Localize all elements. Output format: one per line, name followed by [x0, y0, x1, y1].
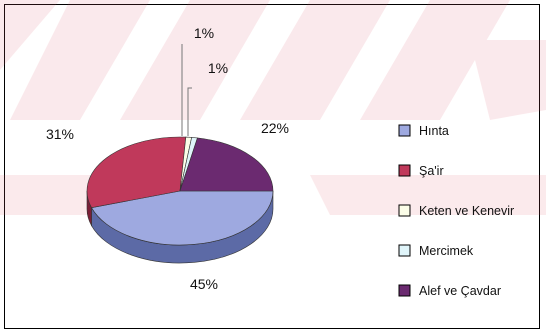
legend-swatch — [398, 284, 411, 297]
legend-item-alef-ve-avdar: Alef ve Çavdar — [398, 284, 501, 298]
data-label: 31% — [46, 126, 74, 142]
legend-item-a-ir: Şa'ir — [398, 164, 444, 178]
data-labels: 45% 31% 1% 1% 22% — [46, 25, 289, 292]
data-label: 45% — [190, 276, 218, 292]
legend-swatch — [398, 124, 411, 137]
chart-frame — [4, 4, 540, 329]
legend-item-keten-ve-kenevir: Keten ve Kenevir — [398, 204, 514, 218]
data-label: 1% — [194, 25, 214, 41]
pie-slice-alef-ve-avdar — [179, 137, 274, 192]
legend-item-mercimek: Mercimek — [398, 244, 474, 258]
legend-swatch — [398, 244, 411, 257]
pie-tops — [86, 136, 274, 246]
leader-lines — [181, 44, 192, 136]
legend-label: Mercimek — [419, 244, 474, 258]
data-label: 1% — [208, 60, 228, 76]
watermark-stripes — [0, 0, 546, 215]
legend-label: Hınta — [419, 124, 449, 138]
data-label: 22% — [261, 120, 289, 136]
leader-line — [187, 87, 192, 136]
legend-label: Alef ve Çavdar — [419, 284, 501, 298]
legend-swatch — [398, 164, 411, 177]
legend-label: Şa'ir — [419, 164, 444, 178]
pie-slice-h-nta — [91, 190, 274, 246]
legend-label: Keten ve Kenevir — [419, 204, 514, 218]
legend-item-h-nta: Hınta — [398, 124, 449, 138]
pie-slice-a-ir — [86, 136, 187, 209]
legend-swatch — [398, 204, 411, 217]
legend: Hınta Şa'ir Keten ve Kenevir Mercimek Alef v… — [398, 124, 514, 298]
